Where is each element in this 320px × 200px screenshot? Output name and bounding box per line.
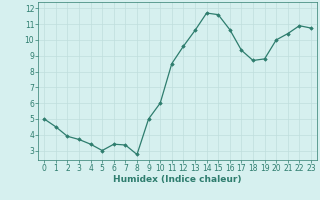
- X-axis label: Humidex (Indice chaleur): Humidex (Indice chaleur): [113, 175, 242, 184]
